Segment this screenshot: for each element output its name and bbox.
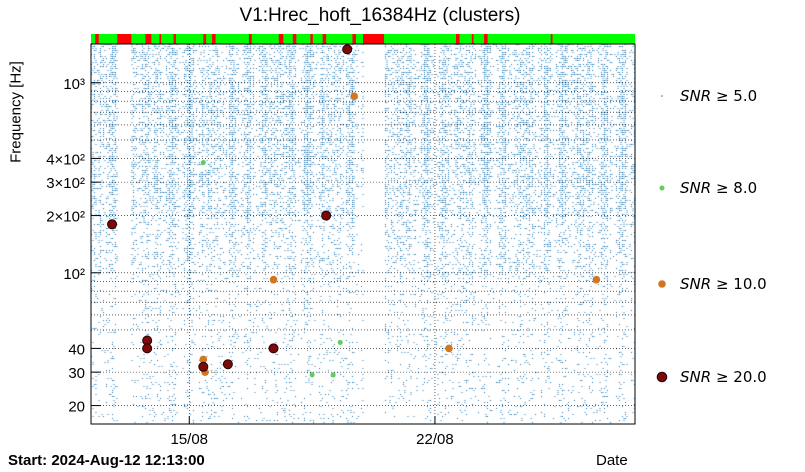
x-tick-label: 22/08 (416, 431, 454, 448)
legend-label: SNR ≥ 20.0 (680, 368, 767, 386)
y-tick-label: 3×10² (46, 175, 85, 192)
legend-label: SNR ≥ 10.0 (680, 275, 767, 293)
x-ticks: 15/08 22/08 (170, 416, 454, 448)
state-bad-segment (173, 34, 176, 44)
state-bad-segment (310, 34, 313, 44)
y-tick-label: 4×10² (46, 151, 85, 168)
event-point (592, 275, 601, 284)
state-bad-segment (248, 34, 252, 44)
state-bad-segment (159, 34, 162, 44)
legend-label-symbol: SNR (680, 87, 711, 105)
legend-label-threshold: ≥ 10.0 (711, 275, 767, 293)
y-tick-label: 30 (68, 365, 85, 382)
snr5-points (91, 44, 635, 424)
x-tick-label: 15/08 (170, 431, 208, 448)
event-point (337, 339, 343, 345)
event-point (199, 355, 208, 364)
state-bad-segment (145, 34, 152, 44)
event-point (222, 359, 233, 370)
state-bad-segment (484, 34, 488, 44)
event-point (445, 344, 453, 353)
event-point (350, 92, 359, 100)
event-point (269, 275, 278, 284)
legend-marker (661, 95, 663, 97)
state-bad-segment (352, 34, 356, 44)
legend-marker (656, 371, 668, 383)
state-bad-segment (471, 34, 474, 44)
state-bad-segment (322, 34, 327, 44)
state-bad-segment (278, 34, 284, 44)
y-ticks: 20 30 40 10² 2×10² 3×10² 4×10² 10³ (46, 76, 101, 416)
event-point (330, 372, 336, 378)
legend-label-threshold: ≥ 20.0 (711, 368, 767, 386)
state-bad-segment (550, 34, 553, 44)
event-points (107, 44, 601, 378)
state-bad-segment (117, 34, 132, 44)
legend-label: SNR ≥ 8.0 (680, 179, 757, 197)
chart-title: V1:Hrec_hoft_16384Hz (clusters) (239, 5, 521, 26)
event-point (107, 219, 118, 230)
event-point (342, 44, 353, 55)
legend-marker (658, 280, 666, 288)
y-tick-label: 20 (68, 399, 85, 416)
event-point (198, 361, 209, 372)
x-axis-label: Date (596, 452, 628, 469)
start-time: Start: 2024-Aug-12 12:13:00 (8, 452, 205, 469)
state-bad-segment (363, 34, 385, 44)
state-bad-segment (456, 34, 460, 44)
state-bad-segment (203, 34, 207, 44)
y-tick-label: 10² (63, 266, 85, 283)
y-tick-label: 2×10² (46, 209, 85, 226)
y-tick-label: 10³ (63, 76, 85, 93)
event-point (321, 210, 332, 221)
event-point (309, 372, 315, 378)
event-point (268, 343, 279, 354)
plot-border (90, 43, 636, 425)
state-bad-segment (292, 34, 297, 44)
legend-label-symbol: SNR (680, 179, 711, 197)
legend-label: SNR ≥ 5.0 (680, 87, 757, 105)
snr5-cloud (91, 44, 635, 424)
legend-marker (659, 185, 665, 191)
event-point (142, 343, 153, 354)
state-bad-segment (95, 34, 99, 44)
event-point (200, 160, 206, 166)
legend-label-threshold: ≥ 8.0 (711, 179, 757, 197)
y-tick-label: 40 (68, 341, 85, 358)
plot-frame (90, 43, 636, 425)
legend-label-threshold: ≥ 5.0 (711, 87, 757, 105)
legend-label-symbol: SNR (680, 275, 711, 293)
state-bad-segment (212, 34, 216, 44)
legend-label-symbol: SNR (680, 368, 711, 386)
state-bar (91, 34, 635, 44)
grid-lines (91, 44, 635, 424)
